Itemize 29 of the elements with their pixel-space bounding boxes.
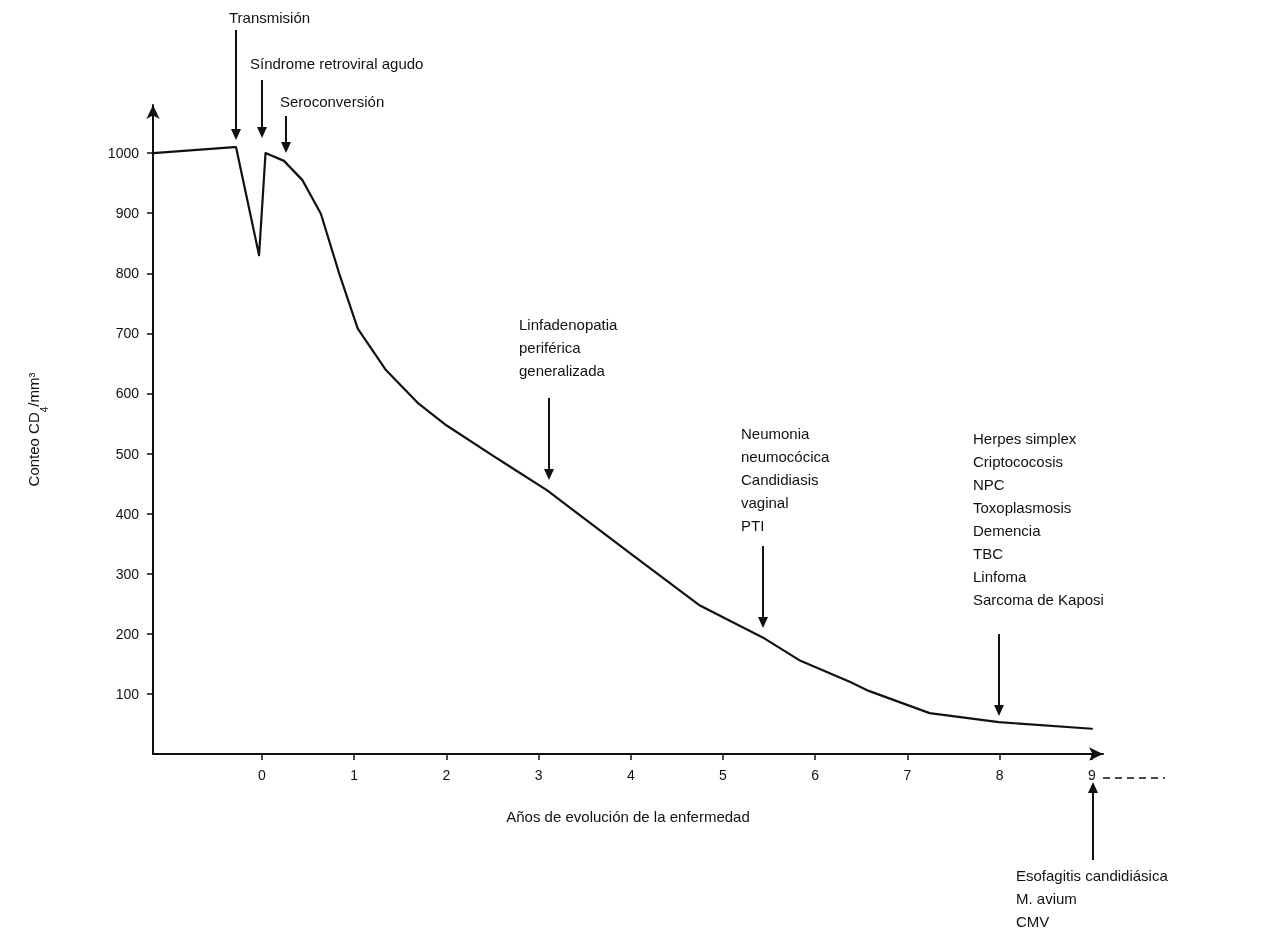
- x-tick-label: 4: [626, 767, 635, 783]
- x-tick-label: 1: [350, 767, 359, 783]
- x-tick-label: 3: [534, 767, 543, 783]
- y-tick-label: 1000: [107, 145, 140, 162]
- x-tick-label: 0: [257, 767, 266, 783]
- annotation: Herpes simplex Criptococosis NPC Toxoplasmosis Demencia TBC Linfoma Sarcoma de Kaposi: [973, 429, 1104, 610]
- x-tick-label: 8: [995, 767, 1004, 783]
- y-tick-label: 600: [115, 385, 140, 402]
- text: Esofagitis candidiásica M. avium CMV: [1016, 866, 1168, 932]
- annotation: Seroconversión: [280, 92, 385, 112]
- y-tick-label: 800: [115, 265, 140, 282]
- y-tick-label: 200: [115, 625, 140, 642]
- text: Transmisión: [229, 8, 311, 28]
- y-tick-label: 100: [115, 685, 140, 702]
- y-tick-label: 400: [115, 505, 140, 522]
- annotation: Linfadenopatia periférica generalizada: [519, 315, 618, 381]
- x-tick-label: 9: [1088, 767, 1097, 783]
- y-tick-label: 900: [115, 205, 140, 222]
- annotation: Neumonia neumocócica Candidiasis vaginal PTI: [741, 424, 830, 536]
- x-tick-label: 7: [903, 767, 912, 783]
- x-axis-title: Años de evolución de la enfermedad: [506, 808, 750, 825]
- y-tick-label: 700: [115, 325, 140, 342]
- y-axis-title: Conteo CD4/mm³: [25, 372, 50, 487]
- x-tick-label: 5: [719, 767, 728, 783]
- y-tick-label: 500: [115, 445, 140, 462]
- text: Síndrome retroviral agudo: [250, 54, 424, 74]
- y-tick-label: 300: [115, 565, 140, 582]
- x-tick-label: 6: [811, 767, 820, 783]
- x-tick-label: 2: [442, 767, 451, 783]
